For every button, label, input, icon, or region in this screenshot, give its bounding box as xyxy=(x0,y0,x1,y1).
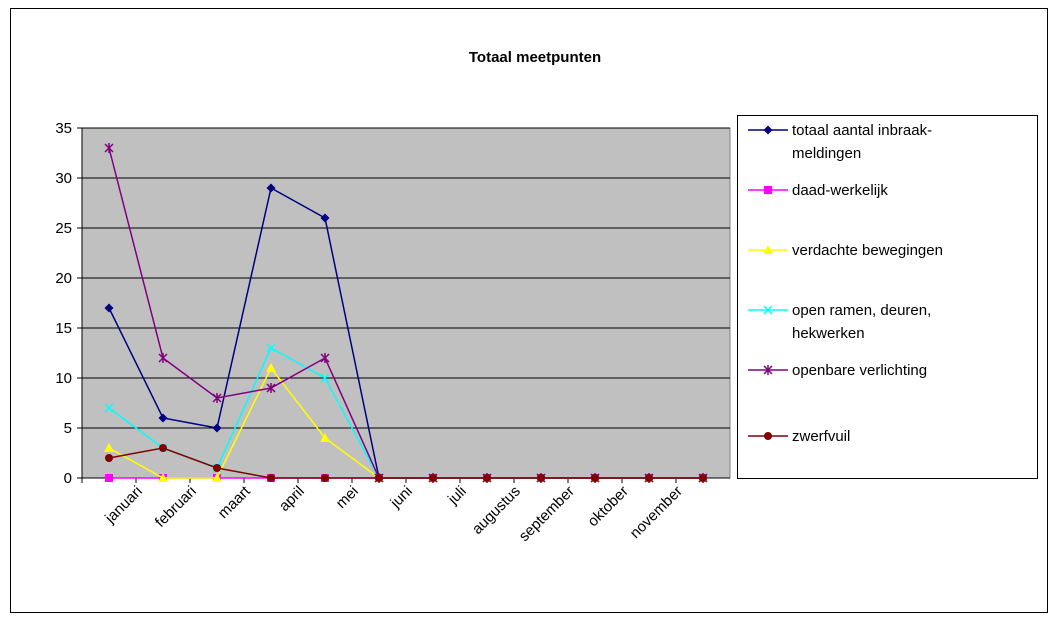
legend-label: open ramen, deuren, hekwerken xyxy=(792,302,931,342)
marker xyxy=(699,474,707,482)
legend-label: verdachte bewegingen xyxy=(792,242,943,259)
marker-stroke xyxy=(763,305,773,315)
marker xyxy=(320,213,330,223)
chart-title: Totaal meetpunten xyxy=(469,49,601,66)
legend-label-line: hekwerken xyxy=(792,325,865,342)
marker xyxy=(375,474,383,482)
marker-stroke xyxy=(266,343,276,353)
marker xyxy=(104,443,114,452)
marker xyxy=(266,363,276,372)
marker xyxy=(763,125,773,135)
y-tick-label: 15 xyxy=(55,320,72,337)
series-line xyxy=(108,447,703,479)
marker xyxy=(429,474,437,482)
marker xyxy=(764,432,772,440)
legend-label: daad-werkelijk xyxy=(792,182,888,199)
marker xyxy=(212,423,222,433)
marker xyxy=(320,353,330,363)
marker xyxy=(763,365,773,375)
marker xyxy=(267,474,275,482)
legend-label: openbare verlichting xyxy=(792,362,927,379)
y-tick-label: 10 xyxy=(55,370,72,387)
legend-label: zwerfvuil xyxy=(792,428,850,445)
marker xyxy=(212,393,222,403)
marker xyxy=(266,383,276,393)
marker xyxy=(213,464,221,472)
marker xyxy=(212,473,222,482)
y-tick-label: 0 xyxy=(64,470,72,487)
marker xyxy=(320,433,330,442)
y-tick-label: 5 xyxy=(64,420,72,437)
y-tick-label: 35 xyxy=(55,120,72,137)
y-tick-label: 30 xyxy=(55,170,72,187)
legend-label-line: open ramen, deuren, xyxy=(792,302,931,319)
y-tick-label: 20 xyxy=(55,270,72,287)
marker-stroke xyxy=(320,373,330,383)
marker xyxy=(158,413,168,423)
marker xyxy=(266,343,276,353)
marker xyxy=(591,474,599,482)
marker xyxy=(321,474,329,482)
marker xyxy=(645,474,653,482)
marker xyxy=(105,454,113,462)
marker xyxy=(158,353,168,363)
marker xyxy=(158,473,168,482)
legend-label-line: totaal aantal inbraak- xyxy=(792,122,932,139)
marker-stroke xyxy=(104,403,114,413)
marker xyxy=(320,373,330,383)
marker xyxy=(104,143,114,153)
marker xyxy=(763,305,773,315)
marker xyxy=(763,245,773,254)
y-tick-label: 25 xyxy=(55,220,72,237)
marker xyxy=(105,474,113,482)
marker xyxy=(266,183,276,193)
marker xyxy=(159,444,167,452)
marker xyxy=(104,303,114,313)
marker xyxy=(537,474,545,482)
legend-label: totaal aantal inbraak-meldingen xyxy=(792,122,932,162)
legend-label-line: meldingen xyxy=(792,145,861,162)
marker xyxy=(104,403,114,413)
plot-area xyxy=(81,127,731,479)
marker xyxy=(764,186,772,194)
legend-box xyxy=(737,115,1038,479)
marker xyxy=(483,474,491,482)
